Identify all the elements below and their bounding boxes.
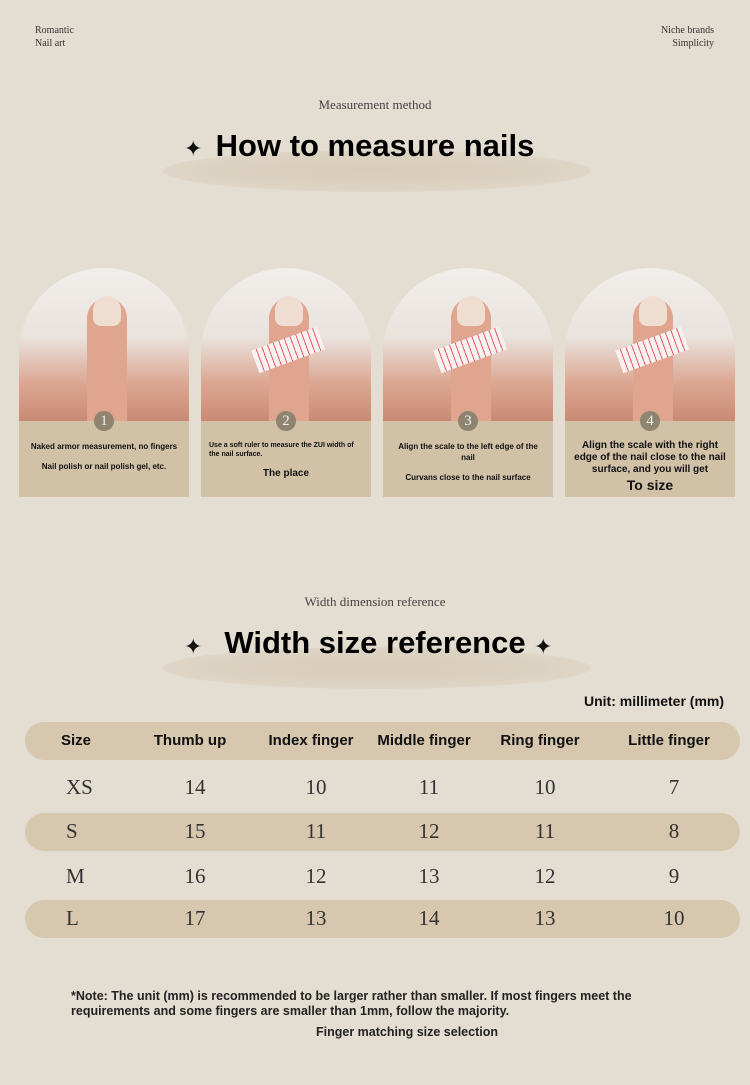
step-text: Naked armor measurement, no fingers: [30, 442, 178, 451]
table-cell: 11: [418, 775, 440, 799]
step-card: Naked armor measurement, no fingers Nail …: [19, 268, 189, 497]
table-cell: 11: [305, 819, 327, 843]
table-cell: 12: [534, 864, 556, 888]
nail-shape: [639, 296, 667, 326]
table-row: S 15 11 12 11 8: [25, 813, 740, 851]
step-card: Use a soft ruler to measure the ZUI widt…: [201, 268, 371, 497]
table-cell: 12: [418, 819, 440, 843]
step-description: Align the scale to the left edge of the …: [383, 421, 553, 497]
step-description: Use a soft ruler to measure the ZUI widt…: [201, 421, 371, 497]
table-cell: XS: [66, 775, 93, 799]
column-header: Size: [60, 732, 91, 749]
brand-right: Niche brands Simplicity: [661, 24, 714, 50]
section1-subtitle: Measurement method: [318, 97, 432, 112]
step-number: 2: [276, 411, 296, 431]
step-description: Align the scale with the right edge of t…: [565, 421, 735, 497]
step-text: Curvans close to the nail surface: [405, 473, 531, 482]
section1-title: How to measure nails: [215, 128, 535, 163]
step-number: 4: [640, 411, 660, 431]
step-card: Align the scale to the left edge of the …: [383, 268, 553, 497]
column-header: Thumb up: [153, 732, 227, 749]
note-text: *Note: The unit (mm) is recommended to b…: [71, 989, 632, 1018]
table-cell: 15: [184, 819, 206, 843]
table-cell: 14: [184, 775, 206, 799]
table-cell: 14: [418, 906, 440, 930]
column-header: Index finger: [268, 732, 354, 749]
column-header: Ring finger: [500, 732, 580, 749]
nail-shape: [93, 296, 121, 326]
table-cell: 10: [305, 775, 327, 799]
nail-shape: [457, 296, 485, 326]
step-number: 1: [94, 411, 114, 431]
step-card: Align the scale with the right edge of t…: [565, 268, 735, 497]
table-cell: 7: [668, 775, 680, 799]
note-footer: Finger matching size selection: [316, 1025, 498, 1039]
table-row: L 17 13 14 13 10: [25, 900, 740, 938]
brand-left: Romantic Nail art: [35, 24, 74, 50]
sparkle-icon: ✦: [184, 136, 203, 161]
table-cell: 12: [305, 864, 327, 888]
table-cell: 11: [534, 819, 556, 843]
brand-line: Romantic: [35, 25, 74, 36]
brand-line: Niche brands: [660, 25, 714, 36]
sparkle-icon: ✦: [534, 634, 553, 659]
nail-shape: [275, 296, 303, 326]
finger-photo: [565, 268, 735, 421]
table-cell: 16: [184, 864, 206, 888]
finger-photo: [201, 268, 371, 421]
table-cell: 8: [668, 819, 680, 843]
table-cell: M: [66, 864, 85, 888]
column-header: Middle finger: [377, 732, 471, 749]
table-cell: 9: [668, 864, 680, 888]
sparkle-icon: ✦: [184, 634, 203, 659]
step-description: Naked armor measurement, no fingers Nail …: [19, 421, 189, 497]
table-header-row: Size Thumb up Index finger Middle finger Rin…: [25, 722, 740, 760]
title-glow: [163, 647, 591, 689]
step-text: Align the scale to the left edge of the …: [398, 442, 538, 462]
brand-line: Nail art: [35, 38, 66, 49]
table-cell: 13: [418, 864, 440, 888]
section2-subtitle: Width dimension reference: [304, 594, 446, 609]
table-cell: S: [66, 819, 78, 843]
step-number: 3: [458, 411, 478, 431]
unit-label: Unit: millimeter (mm): [583, 693, 724, 709]
brand-line: Simplicity: [672, 38, 714, 49]
column-header: Little finger: [628, 732, 710, 749]
table-cell: 13: [305, 906, 327, 930]
finger-photo: [19, 268, 189, 421]
table-row: XS 14 10 11 10 7: [25, 769, 740, 807]
section2-title: Width size reference: [224, 625, 526, 660]
table-cell: 17: [184, 906, 206, 930]
table-cell: 10: [663, 906, 685, 930]
table-cell: 10: [534, 775, 556, 799]
table-row: M 16 12 13 12 9: [25, 858, 740, 896]
step-text: Use a soft ruler to measure the ZUI widt…: [209, 442, 354, 458]
table-cell: L: [66, 906, 79, 930]
step-emphasis: The place: [262, 468, 310, 479]
title-glow: [163, 150, 591, 192]
finger-photo: [383, 268, 553, 421]
step-text: Align the scale with the right edge of t…: [574, 440, 726, 475]
table-cell: 13: [534, 906, 556, 930]
step-text: Nail polish or nail polish gel, etc.: [41, 462, 167, 471]
step-emphasis: To size: [626, 477, 674, 493]
